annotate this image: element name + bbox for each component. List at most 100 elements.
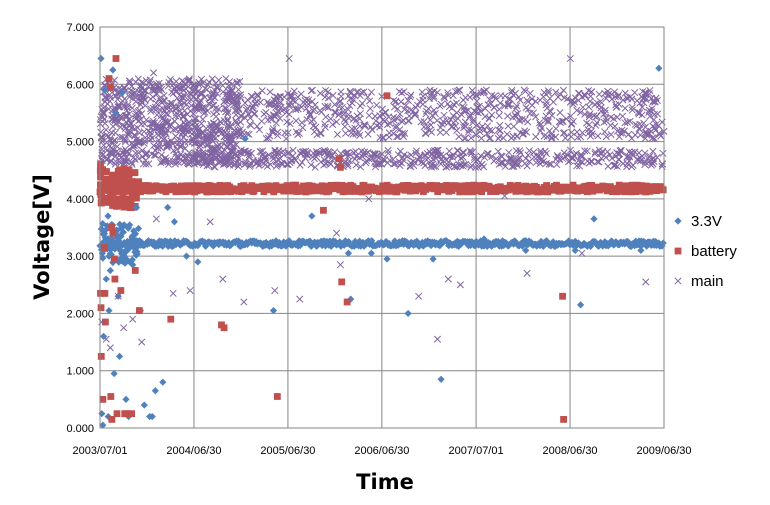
main-dense-point: [331, 148, 339, 156]
battery-point: [111, 275, 119, 283]
battery-dense-point: [204, 188, 212, 196]
main-dense-point: [279, 160, 287, 168]
main-dense-point: [220, 152, 228, 161]
v33-dense-point: [491, 241, 499, 249]
main-dense-point: [201, 108, 209, 116]
main-dense-point: [541, 116, 550, 124]
main-dense-point: [367, 123, 375, 131]
main-dense-point: [404, 96, 412, 104]
main-dense-point: [174, 103, 182, 111]
main-dense-point: [360, 121, 368, 129]
v33-dense-point: [326, 237, 334, 245]
main-dense-point: [324, 104, 332, 112]
main-dense-point: [364, 130, 372, 138]
main-dense-point: [299, 124, 307, 132]
main-dense-point: [236, 149, 244, 157]
main-dense-point: [390, 113, 398, 121]
v33-point: [110, 369, 118, 378]
v33-point: [590, 215, 598, 223]
main-dense-point: [608, 90, 616, 99]
main-dense-point: [649, 147, 657, 155]
main-dense-point: [568, 128, 576, 136]
battery-point: [117, 287, 125, 294]
main-dense-point: [168, 99, 176, 107]
main-dense-point: [285, 102, 293, 110]
main-dense-point: [352, 152, 360, 160]
battery-dense-point: [103, 175, 111, 183]
main-dense-point: [339, 108, 348, 116]
main-dense-point: [121, 124, 129, 133]
main-dense-point: [402, 101, 410, 110]
main-dense-point: [111, 160, 119, 168]
main-dense-point: [184, 78, 192, 86]
main-dense-point: [407, 91, 415, 99]
main-dense-point: [545, 127, 554, 135]
main-dense-point: [123, 106, 131, 115]
main-dense-point: [202, 124, 210, 132]
battery-dense-point: [128, 178, 136, 185]
main-dense-point: [372, 160, 381, 168]
main-dense-point: [602, 94, 610, 102]
main-dense-point: [614, 93, 622, 101]
main-dense-point: [394, 133, 402, 141]
main-dense-point: [224, 110, 232, 118]
main-dense-point: [108, 115, 116, 123]
v33-point: [655, 64, 663, 72]
battery-dense-point: [478, 188, 486, 196]
main-dense-point: [417, 118, 425, 126]
legend-item-main: main: [674, 273, 724, 290]
main-dense-point: [472, 131, 480, 139]
v33-point: [429, 255, 437, 263]
main-dense-point: [220, 133, 228, 141]
main-point: [114, 292, 122, 300]
main-dense-point: [283, 118, 291, 126]
main-dense-point: [384, 146, 392, 155]
main-dense-point: [253, 122, 261, 130]
main-dense-point: [437, 100, 445, 108]
battery-point: [559, 292, 566, 300]
main-dense-point: [172, 77, 180, 85]
main-dense-point: [157, 151, 165, 159]
main-dense-point: [285, 110, 293, 118]
main-dense-point: [385, 129, 393, 137]
main-dense-point: [115, 152, 123, 160]
main-dense-point: [131, 155, 139, 164]
main-dense-point: [274, 131, 282, 140]
main-dense-point: [584, 157, 592, 165]
main-dense-point: [191, 157, 199, 165]
v33-dense-point: [262, 238, 270, 247]
main-dense-point: [646, 152, 654, 160]
v33-point: [148, 412, 156, 421]
main-dense-point: [219, 88, 227, 96]
main-dense-point: [544, 116, 552, 125]
main-dense-point: [406, 93, 414, 101]
main-dense-point: [659, 149, 667, 157]
main-dense-point: [262, 134, 270, 143]
main-dense-point: [553, 151, 561, 160]
main-dense-point: [139, 79, 148, 87]
main-dense-point: [270, 96, 278, 104]
main-dense-point: [298, 158, 306, 166]
main-dense-point: [344, 152, 352, 160]
v33-point: [308, 212, 316, 220]
main-dense-point: [230, 98, 238, 106]
main-point: [206, 218, 214, 226]
battery-dense-point: [133, 187, 141, 194]
main-dense-point: [158, 99, 166, 107]
main-dense-point: [321, 86, 330, 95]
main-dense-point: [440, 94, 449, 102]
battery-dense-point: [120, 203, 128, 211]
v33-point: [164, 203, 172, 212]
main-dense-point: [516, 96, 524, 104]
v33-dense-point: [99, 219, 107, 228]
main-dense-point: [155, 136, 163, 144]
main-dense-point: [393, 133, 401, 141]
main-dense-point: [165, 160, 173, 168]
main-dense-point: [474, 163, 482, 171]
main-dense-point: [578, 129, 586, 137]
main-dense-point: [626, 117, 634, 125]
main-dense-point: [426, 116, 434, 124]
main-dense-point: [215, 76, 223, 84]
main-dense-point: [119, 97, 127, 105]
main-dense-point: [440, 92, 448, 101]
